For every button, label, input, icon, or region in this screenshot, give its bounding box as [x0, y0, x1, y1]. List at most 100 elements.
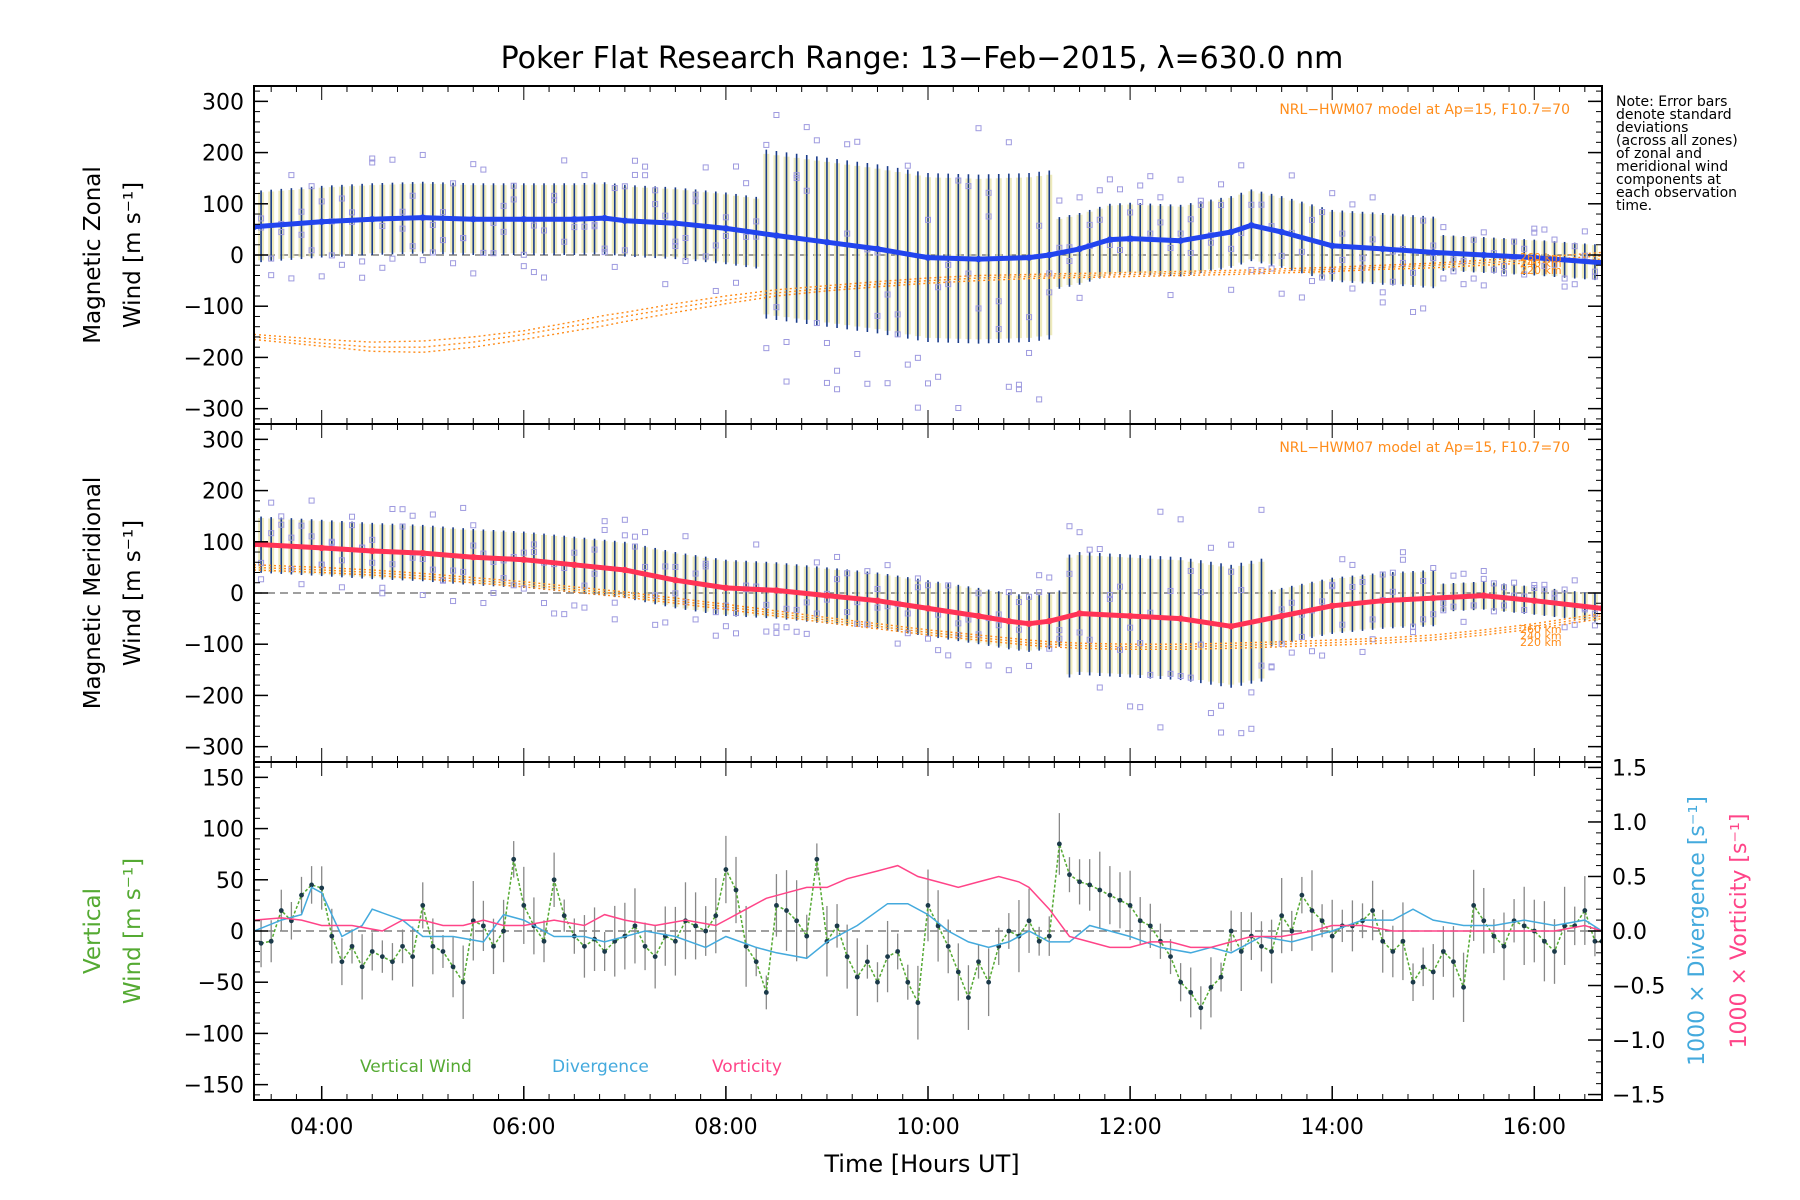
zone-scatter-point	[621, 247, 628, 254]
zone-scatter-point	[1015, 386, 1022, 393]
mean-wind-point	[1430, 594, 1437, 602]
zone-scatter-point	[1157, 508, 1164, 515]
zone-scatter-point	[1470, 602, 1477, 609]
vertical-wind-point	[1006, 928, 1012, 934]
model-altitude-label: 220 km	[1520, 264, 1562, 277]
zone-scatter-point	[763, 141, 770, 148]
vertical-wind-point	[1218, 974, 1224, 980]
mean-wind-point	[1531, 254, 1538, 261]
zone-scatter-point	[379, 590, 386, 597]
vertical-wind-point	[1056, 841, 1062, 847]
zone-scatter-point	[1026, 593, 1033, 600]
zone-scatter-point	[1480, 575, 1487, 582]
zone-scatter-point	[1127, 209, 1134, 216]
zone-scatter-point	[722, 623, 729, 630]
zone-scatter-point	[672, 590, 679, 597]
vertical-wind-point	[1491, 933, 1497, 939]
zone-scatter-point	[864, 380, 871, 387]
zone-scatter-point	[813, 320, 820, 327]
zone-scatter-point	[975, 125, 982, 132]
zone-scatter-point	[338, 261, 345, 268]
zone-scatter-point	[854, 350, 861, 357]
model-altitude-label: 260 km	[1520, 623, 1562, 636]
zone-scatter-point	[258, 215, 265, 222]
zone-scatter-point	[581, 172, 588, 179]
zone-scatter-point	[925, 216, 931, 223]
zone-scatter-point	[419, 556, 426, 563]
zone-scatter-point	[1056, 627, 1063, 634]
zone-scatter-point	[1197, 589, 1204, 596]
zone-scatter-point	[1399, 259, 1406, 266]
vertical-wind-point	[1390, 949, 1396, 954]
right-tick-label: −0.5	[1612, 975, 1665, 1000]
zone-scatter-point	[955, 405, 962, 412]
zone-scatter-point	[1187, 249, 1194, 256]
mean-wind-point	[470, 215, 477, 223]
vertical-wind-panel: Vertical Wind Divergence Vorticity Vertical…	[80, 756, 1752, 1140]
zone-scatter-point	[1551, 236, 1558, 243]
plot-area	[254, 813, 1602, 1040]
zone-scatter-point	[1258, 201, 1265, 208]
zone-scatter-point	[1258, 506, 1265, 513]
zone-scatter-point	[1298, 633, 1305, 640]
vertical-wind-point	[460, 979, 466, 985]
mean-wind-point	[1177, 615, 1184, 622]
zone-scatter-point	[834, 386, 841, 393]
x-tick-label: 12:00	[1098, 1115, 1161, 1140]
zone-scatter-point	[712, 609, 719, 616]
zone-scatter-point	[1389, 278, 1396, 285]
zone-scatter-point	[1430, 611, 1437, 618]
y-tick-label: −300	[184, 398, 244, 423]
vertical-wind-point	[763, 990, 769, 995]
zone-scatter-point	[1228, 568, 1235, 575]
vertical-wind-point	[582, 943, 587, 949]
zone-scatter-point	[439, 237, 446, 244]
zone-scatter-point	[1278, 290, 1285, 297]
zone-scatter-point	[682, 533, 689, 540]
vertical-wind-point	[359, 964, 365, 970]
vertical-wind-point	[1279, 913, 1285, 919]
vertical-wind-point	[1198, 1005, 1204, 1011]
mean-wind-point	[520, 215, 528, 223]
y-tick-label: −100	[184, 1022, 244, 1047]
zone-scatter-point	[1531, 581, 1538, 588]
mean-wind-point	[369, 215, 376, 223]
zone-scatter-point	[1440, 600, 1447, 607]
zone-scatter-point	[409, 243, 416, 250]
vertical-wind-point	[693, 923, 698, 929]
zone-scatter-point	[419, 257, 426, 264]
y-tick-label: 300	[202, 428, 244, 453]
zone-scatter-point	[925, 380, 931, 387]
vertical-wind-point	[986, 979, 992, 985]
vertical-wind-point	[1238, 949, 1244, 954]
zone-scatter-point	[965, 616, 972, 623]
mean-wind-point	[1227, 228, 1235, 236]
zone-scatter-point	[389, 156, 396, 163]
zone-scatter-point	[1046, 645, 1053, 652]
zone-scatter-point	[530, 222, 537, 229]
zone-scatter-point	[1228, 541, 1235, 548]
vertical-wind-point	[1137, 918, 1143, 924]
zone-scatter-point	[1440, 224, 1447, 231]
vertical-wind-point	[1329, 933, 1335, 939]
zone-scatter-point	[783, 605, 790, 612]
zone-scatter-point	[894, 311, 901, 318]
model-altitude-label: 240 km	[1520, 257, 1562, 270]
zone-scatter-point	[1248, 689, 1255, 696]
zone-scatter-point	[753, 541, 760, 548]
zone-scatter-point	[1339, 230, 1346, 237]
zone-scatter-point	[773, 304, 780, 311]
zone-scatter-point	[1561, 586, 1568, 593]
zone-scatter-point	[1157, 219, 1164, 226]
mean-wind-point	[369, 547, 376, 555]
zone-scatter-point	[258, 559, 265, 566]
zone-scatter-point	[1046, 574, 1053, 581]
vertical-wind-point	[1420, 964, 1426, 970]
vertical-wind-point	[491, 943, 496, 949]
zone-scatter-point	[733, 279, 740, 286]
vertical-wind-point	[1461, 984, 1466, 990]
zone-scatter-point	[470, 522, 477, 529]
vertical-wind-point	[541, 938, 547, 944]
zone-scatter-point	[1541, 226, 1548, 233]
vertical-wind-point	[430, 943, 436, 949]
